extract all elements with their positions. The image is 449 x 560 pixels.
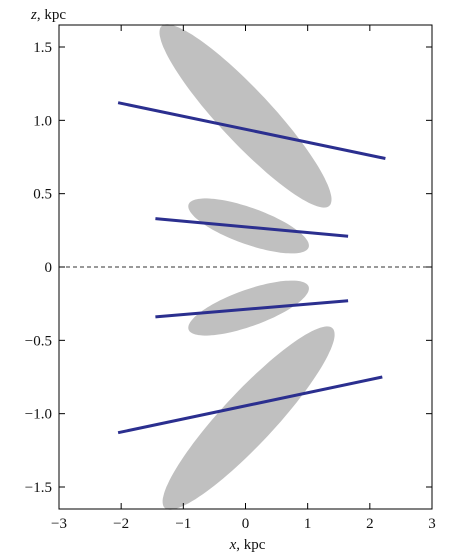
y-tick-label: 0 — [45, 260, 53, 276]
ellipse-1 — [159, 24, 332, 208]
y-tick-label: 1.5 — [33, 40, 52, 56]
series-layer — [117, 101, 386, 435]
x-tick-label: 1 — [304, 516, 312, 532]
y-axis-variable: z — [30, 7, 37, 23]
x-axis-unit: , kpc — [236, 537, 266, 553]
x-tick-label: 3 — [428, 516, 436, 532]
ellipse-4 — [162, 326, 335, 510]
series-line-4 — [117, 375, 383, 435]
series-line-1 — [117, 101, 386, 160]
x-tick-label: 2 — [366, 516, 374, 532]
x-tick-label: −3 — [51, 516, 67, 532]
x-tick-label: −1 — [175, 516, 191, 532]
y-tick-label: −1.0 — [25, 407, 52, 423]
ticks-layer — [58, 25, 433, 509]
y-tick-label: −0.5 — [25, 333, 52, 349]
y-axis-title: z, kpc — [30, 7, 66, 23]
x-axis-title: x, kpc — [229, 537, 266, 553]
tick-labels-layer: −3 −2 −1 0 1 2 3 −1.5 −1.0 −0.5 0 0.5 1.0 1.5 — [25, 40, 436, 532]
y-tick-label: 0.5 — [33, 187, 52, 203]
series-line-3 — [155, 299, 349, 319]
x-axis-variable: x — [229, 537, 237, 553]
y-tick-label: 1.0 — [33, 113, 52, 129]
x-tick-label: 0 — [242, 516, 250, 532]
x-tick-label: −2 — [113, 516, 129, 532]
series-line-2 — [155, 217, 349, 238]
y-tick-label: −1.5 — [25, 480, 52, 496]
y-axis-unit: , kpc — [37, 7, 67, 23]
